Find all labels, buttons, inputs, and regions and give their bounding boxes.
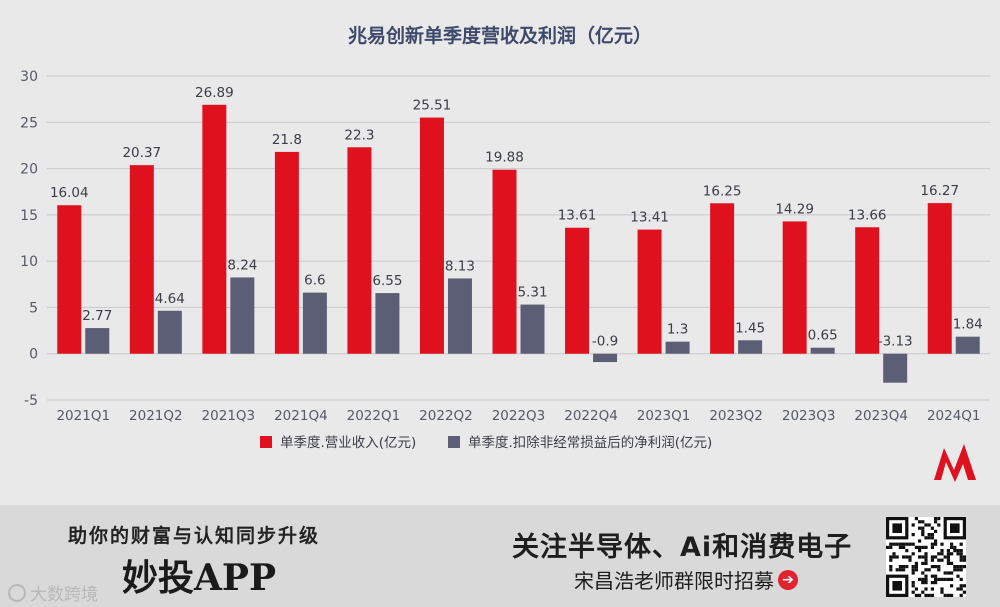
bar-net-profit bbox=[302, 292, 327, 354]
data-label-net-profit: 2.77 bbox=[82, 308, 112, 324]
y-tick-label: 20 bbox=[20, 162, 38, 178]
gridlines bbox=[47, 75, 990, 401]
data-label-revenue: 13.41 bbox=[630, 210, 669, 226]
x-tick-label: 2021Q1 bbox=[56, 408, 110, 424]
bar-net-profit bbox=[375, 293, 400, 354]
x-tick-label: 2023Q4 bbox=[854, 408, 908, 424]
bars bbox=[57, 104, 980, 383]
data-label-revenue: 14.29 bbox=[775, 201, 814, 217]
bar-revenue bbox=[855, 227, 880, 354]
data-label-net-profit: 4.64 bbox=[155, 291, 185, 307]
bar-net-profit bbox=[230, 277, 255, 354]
watermark: 大数跨境 bbox=[8, 580, 98, 605]
x-tick-label: 2022Q2 bbox=[419, 408, 473, 424]
x-tick-label: 2022Q3 bbox=[492, 408, 546, 424]
chart-area: 兆易创新单季度营收及利润（亿元） 30 25 20 15 10 5 0 -5 16.04 2.7… bbox=[20, 24, 990, 482]
x-tick-label: 2022Q4 bbox=[564, 408, 618, 424]
bar-net-profit bbox=[593, 353, 618, 363]
footer-subline-text: 宋昌浩老师群限时招募 bbox=[574, 569, 774, 593]
data-label-net-profit: 1.45 bbox=[735, 320, 765, 336]
bar-revenue bbox=[202, 104, 227, 354]
data-label-net-profit: 8.24 bbox=[227, 257, 257, 273]
x-tick-label: 2023Q3 bbox=[782, 408, 836, 424]
bar-net-profit bbox=[520, 304, 545, 354]
bar-net-profit bbox=[883, 353, 908, 383]
x-tick-label: 2021Q3 bbox=[202, 408, 256, 424]
bar-net-profit bbox=[447, 278, 472, 354]
data-label-net-profit: 5.31 bbox=[517, 285, 547, 301]
data-label-revenue: 16.25 bbox=[703, 183, 742, 199]
footer-headline: 关注半导体、Ai和消费电子 bbox=[512, 532, 853, 563]
data-label-net-profit: -3.13 bbox=[878, 334, 913, 350]
data-label-net-profit: -0.9 bbox=[592, 334, 618, 350]
x-tick-label: 2023Q1 bbox=[637, 408, 691, 424]
x-tick-label: 2021Q4 bbox=[274, 408, 328, 424]
bar-revenue bbox=[347, 147, 372, 354]
bar-revenue bbox=[274, 151, 299, 354]
data-label-revenue: 16.27 bbox=[920, 183, 959, 199]
x-tick-label: 2024Q1 bbox=[927, 408, 981, 424]
legend-label-net-profit: 单季度.扣除非经常损益后的净利润(亿元) bbox=[468, 435, 712, 451]
bar-revenue bbox=[710, 203, 735, 354]
bar-revenue bbox=[782, 221, 807, 354]
chart-title: 兆易创新单季度营收及利润（亿元） bbox=[348, 24, 652, 47]
bar-net-profit bbox=[665, 341, 690, 354]
watermark-text: 大数跨境 bbox=[30, 585, 98, 605]
legend-swatch-net-profit bbox=[448, 436, 460, 448]
y-axis-ticks: 30 25 20 15 10 5 0 -5 bbox=[20, 69, 38, 409]
y-tick-label: -5 bbox=[24, 393, 38, 409]
data-label-net-profit: 1.3 bbox=[667, 322, 688, 338]
legend: 单季度.营业收入(亿元) 单季度.扣除非经常损益后的净利润(亿元) bbox=[260, 435, 712, 451]
bar-net-profit bbox=[157, 310, 182, 354]
y-tick-label: 10 bbox=[20, 254, 38, 270]
footer-subline[interactable]: 宋昌浩老师群限时招募 ➔ bbox=[574, 565, 798, 594]
data-label-net-profit: 6.55 bbox=[372, 273, 402, 289]
data-label-net-profit: 6.6 bbox=[304, 273, 325, 289]
y-tick-label: 15 bbox=[20, 208, 38, 224]
data-label-revenue: 13.66 bbox=[848, 207, 887, 223]
bar-revenue bbox=[637, 229, 662, 354]
x-tick-label: 2022Q1 bbox=[347, 408, 401, 424]
bar-revenue bbox=[565, 227, 590, 354]
bar-revenue bbox=[129, 165, 154, 354]
data-label-net-profit: 1.84 bbox=[953, 317, 983, 333]
promo-footer: 助你的财富与认知同步升级 妙投APP 关注半导体、Ai和消费电子 宋昌浩老师群限… bbox=[0, 505, 1000, 607]
data-label-revenue: 13.61 bbox=[558, 208, 597, 224]
bar-net-profit bbox=[85, 328, 110, 354]
bar-revenue bbox=[927, 203, 952, 354]
footer-slogan: 助你的财富与认知同步升级 bbox=[68, 525, 321, 547]
bar-net-profit bbox=[738, 340, 763, 354]
revenue-profit-bar-chart: 兆易创新单季度营收及利润（亿元） 30 25 20 15 10 5 0 -5 16.04 2.7… bbox=[20, 24, 990, 451]
data-label-revenue: 20.37 bbox=[122, 145, 161, 161]
bar-revenue bbox=[492, 169, 517, 354]
data-label-revenue: 21.8 bbox=[272, 132, 302, 148]
arrow-right-circle-icon: ➔ bbox=[778, 569, 798, 590]
x-tick-label: 2021Q2 bbox=[129, 408, 183, 424]
data-label-revenue: 22.3 bbox=[344, 127, 374, 143]
x-tick-label: 2023Q2 bbox=[709, 408, 763, 424]
data-label-revenue: 25.51 bbox=[413, 98, 452, 114]
footer-app-name: 妙投APP bbox=[122, 557, 277, 599]
y-tick-label: 25 bbox=[20, 115, 38, 131]
data-label-revenue: 26.89 bbox=[195, 85, 234, 101]
data-labels: 16.04 2.77 20.37 4.64 26.89 8.24 21.8 6.6 22.3 6.… bbox=[50, 85, 983, 350]
data-label-revenue: 19.88 bbox=[485, 150, 524, 166]
data-label-revenue: 16.04 bbox=[50, 185, 89, 201]
bar-revenue bbox=[57, 205, 82, 354]
legend-swatch-revenue bbox=[260, 436, 272, 448]
watermark-logo-icon bbox=[8, 583, 26, 602]
bar-net-profit bbox=[955, 336, 980, 354]
y-tick-label: 0 bbox=[29, 347, 38, 363]
data-label-net-profit: 8.13 bbox=[445, 258, 475, 274]
brand-logo-icon bbox=[934, 444, 976, 482]
data-label-net-profit: 0.65 bbox=[808, 328, 838, 344]
bar-net-profit bbox=[810, 347, 835, 354]
y-tick-label: 30 bbox=[20, 69, 38, 85]
qr-code-icon[interactable] bbox=[886, 517, 966, 597]
bar-revenue bbox=[419, 117, 444, 354]
legend-label-revenue: 单季度.营业收入(亿元) bbox=[280, 435, 416, 451]
y-tick-label: 5 bbox=[29, 300, 38, 316]
x-axis-categories: 2021Q1 2021Q2 2021Q3 2021Q4 2022Q1 2022Q2 2022… bbox=[56, 408, 980, 424]
